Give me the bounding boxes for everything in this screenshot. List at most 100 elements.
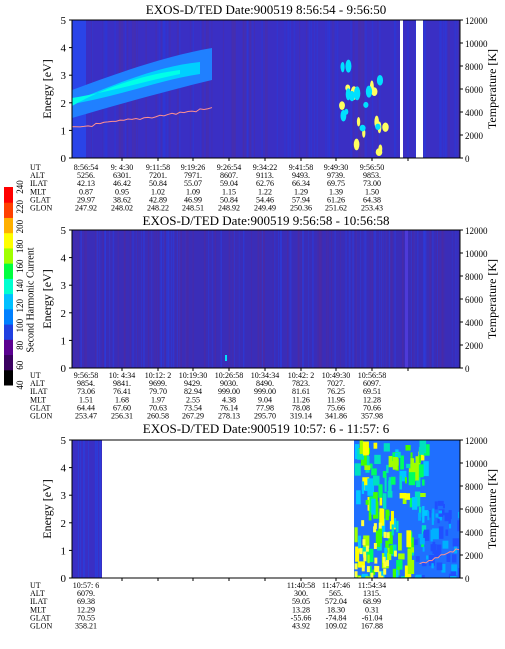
- table-cell: 1.09: [186, 187, 200, 196]
- table-cell: 57.94: [292, 195, 310, 204]
- spectrogram-patch: [361, 481, 365, 494]
- spectrogram-patch: [442, 503, 445, 509]
- spectrogram-streak: [355, 230, 357, 368]
- spectrogram-streak: [321, 230, 323, 368]
- spectrogram-patch: [395, 452, 398, 459]
- spectrogram-patch: [361, 573, 368, 578]
- spectrogram-patch: [362, 546, 368, 556]
- spectrogram-streak: [363, 230, 365, 368]
- table-row-label: UT: [30, 163, 41, 172]
- spectrogram-streak: [158, 230, 159, 368]
- table-cell: 251.62: [325, 204, 347, 213]
- table-cell: 10:57: 6: [73, 581, 99, 590]
- spectrogram-streak: [161, 230, 163, 368]
- spectrogram-patch: [356, 490, 361, 505]
- y-tick-label: 3: [61, 70, 67, 82]
- spectrogram-streak: [308, 20, 311, 158]
- spectrogram-patch: [367, 478, 375, 496]
- spectrogram-streak: [232, 230, 235, 368]
- table-cell: 77.98: [256, 403, 274, 412]
- table-cell: 250.36: [290, 204, 312, 213]
- spectrogram-streak: [385, 230, 388, 368]
- spectrogram-patch: [397, 533, 402, 551]
- colorbar-segment: [4, 232, 13, 249]
- table-row-label: MLT: [30, 395, 46, 404]
- spectrogram-streak: [228, 230, 231, 368]
- spectrogram-streak: [73, 230, 76, 368]
- table-cell: 11:54:34: [358, 581, 386, 590]
- spectrogram-streak: [200, 20, 202, 158]
- table-cell: 249.49: [254, 204, 276, 213]
- spectrogram-patch: [382, 493, 387, 509]
- table-cell: 1.15: [222, 187, 236, 196]
- spectrogram-patch: [437, 518, 440, 524]
- table-cell: 9:41:58: [289, 163, 313, 172]
- table-cell: 0.95: [115, 187, 129, 196]
- table-cell: 81.61: [292, 387, 310, 396]
- spectrogram-streak: [363, 20, 366, 158]
- patch-hotspot: [349, 90, 355, 102]
- spectrogram-streak: [394, 20, 396, 158]
- spectrogram-streak: [211, 230, 213, 368]
- spectrogram-streak: [305, 20, 308, 158]
- colorbar-tick-label: 140: [15, 279, 25, 293]
- spectrogram-patch: [384, 547, 388, 565]
- colorbar-label: Second Harmonic Current: [25, 247, 36, 352]
- table-cell: 82.94: [184, 387, 202, 396]
- spectrogram-patch: [419, 492, 426, 498]
- table-cell: 248.22: [147, 204, 169, 213]
- spectrogram-streak: [287, 20, 290, 158]
- table-cell: 256.31: [111, 412, 133, 421]
- plot-area: [72, 440, 460, 578]
- spectrogram-streak: [123, 230, 126, 368]
- table-cell: 2.55: [186, 395, 200, 404]
- spectrogram-streak: [334, 20, 336, 158]
- patch-hotspot: [340, 61, 345, 73]
- spectrogram-streak: [352, 230, 355, 368]
- spectrogram-streak: [94, 440, 96, 578]
- spectrogram-patch: [375, 530, 381, 547]
- spectrogram-streak: [287, 230, 289, 368]
- y2-tick-label: 4000: [465, 528, 484, 538]
- table-cell: 7201.: [149, 171, 167, 180]
- colorbar-segment: [4, 308, 13, 325]
- table-cell: 78.08: [292, 403, 310, 412]
- spectrogram-streak: [417, 230, 419, 368]
- spectrogram-patch: [357, 449, 365, 460]
- spectrogram-streak: [440, 20, 442, 158]
- spectrogram-streak: [300, 230, 302, 368]
- spectrogram-streak: [437, 230, 438, 368]
- spectrogram-streak: [163, 230, 166, 368]
- y2-axis-label: Temperature [K]: [485, 259, 499, 339]
- spectrogram-patch: [436, 562, 443, 571]
- spectrogram-streak: [117, 230, 120, 368]
- table-cell: 66.34: [292, 179, 310, 188]
- y-tick-label: 4: [61, 253, 67, 265]
- spectrogram-patch: [393, 550, 397, 557]
- table-row-label: ALT: [30, 589, 45, 598]
- spectrogram-patch: [415, 574, 422, 578]
- spectrogram-patch: [386, 464, 389, 474]
- spectrogram-patch: [383, 531, 387, 538]
- spectrogram-patch: [404, 493, 411, 500]
- table-cell: 9:26:54: [217, 163, 241, 172]
- spectrogram-patch: [386, 560, 390, 567]
- spectrogram-streak: [328, 20, 330, 158]
- table-cell: 59.05: [292, 597, 310, 606]
- spectrogram-streak: [364, 230, 367, 368]
- spectrogram-patch: [428, 510, 431, 518]
- spectrogram-patch: [362, 441, 369, 456]
- spectrogram-streak: [317, 230, 319, 368]
- spectrogram-streak: [172, 230, 175, 368]
- spectrogram-streak: [339, 230, 341, 368]
- spectrogram-patch: [371, 498, 376, 515]
- spectrogram-streak: [220, 230, 223, 368]
- table-cell: 6301.: [113, 171, 131, 180]
- table-cell: 10:42: 2: [288, 371, 314, 380]
- spectrogram-streak: [413, 230, 416, 368]
- table-cell: 11:40:58: [287, 581, 315, 590]
- table-cell: 73.06: [77, 387, 95, 396]
- data-gap-1: [400, 20, 403, 158]
- patch-hotspot: [375, 148, 383, 157]
- spectrogram-patch: [370, 572, 374, 578]
